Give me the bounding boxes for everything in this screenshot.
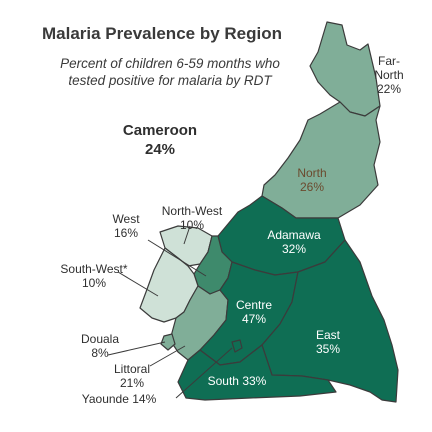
label-north-value: 26% [299, 180, 325, 194]
label-east-value: 35% [315, 342, 341, 356]
label-south-name: South [207, 374, 239, 388]
label-far-north-name-line-2: North [374, 68, 404, 82]
label-south-west: South-West* 10% [52, 262, 136, 290]
label-yaounde-name: Yaounde [81, 392, 129, 406]
label-far-north-value: 22% [376, 82, 402, 96]
leader-line-douala [107, 341, 166, 356]
leader-line-west [147, 239, 207, 277]
map-title: Malaria Prevalence by Region [42, 24, 282, 43]
label-centre-value: 47% [241, 312, 267, 326]
label-south-west-name: South-West* [60, 262, 128, 276]
label-south-west-value: 10% [81, 276, 107, 290]
label-centre-name: Centre [235, 298, 273, 312]
label-east-name: East [315, 328, 340, 342]
leader-line-south-west [117, 271, 159, 297]
label-yaounde-value: 14% [132, 392, 157, 406]
label-north-west-name: North-West [161, 204, 223, 218]
label-east: East 35% [308, 328, 348, 356]
label-south-value: 33% [242, 374, 267, 388]
map-subtitle: Percent of children 6-59 months who test… [60, 56, 280, 88]
label-north: North 26% [288, 166, 336, 194]
label-littoral: Littoral 21% [108, 362, 156, 390]
label-north-west: North-West 10% [150, 204, 234, 232]
label-douala: Douala 8% [80, 332, 120, 360]
label-douala-value: 8% [91, 346, 109, 360]
label-north-name: North [297, 166, 327, 180]
country-value: 24% [144, 141, 176, 158]
leader-line-littoral [149, 345, 186, 367]
country-name: Cameroon [122, 122, 198, 139]
label-north-west-value: 10% [179, 218, 205, 232]
leader-line-north-west [183, 225, 191, 245]
label-yaounde: Yaounde 14% [70, 392, 168, 406]
region-north [261, 101, 381, 219]
label-littoral-name: Littoral [113, 362, 151, 376]
label-far-north: Far- North 22% [368, 54, 410, 96]
label-far-north-name-line-1: Far- [378, 54, 400, 68]
label-west-value: 16% [113, 226, 139, 240]
label-littoral-value: 21% [119, 376, 145, 390]
leader-line-yaounde [175, 347, 233, 399]
label-west-name: West [112, 212, 140, 226]
region-yaounde [231, 339, 243, 353]
region-south [177, 344, 337, 401]
label-adamawa-value: 32% [281, 242, 307, 256]
label-adamawa: Adamawa 32% [262, 228, 326, 256]
label-centre: Centre 47% [226, 298, 282, 326]
label-adamawa-name: Adamawa [267, 228, 321, 242]
label-douala-name: Douala [80, 332, 120, 346]
label-south: South 33% [198, 374, 276, 388]
label-west: West 16% [106, 212, 146, 240]
country-label: Cameroon 24% [100, 121, 220, 159]
